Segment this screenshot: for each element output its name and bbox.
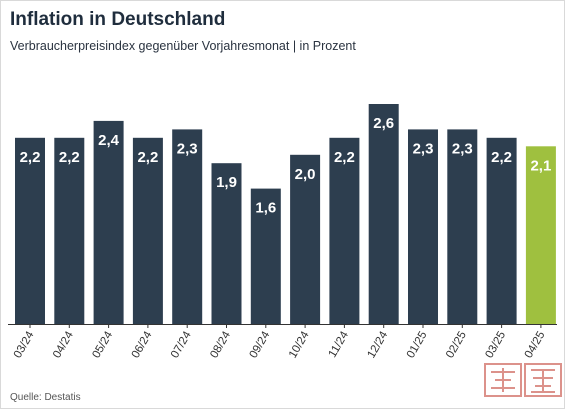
bar-01-25 xyxy=(408,129,438,324)
bar-value-label: 2,3 xyxy=(177,140,198,157)
bar-value-label: 1,6 xyxy=(255,200,276,217)
x-tick-label: 07/24 xyxy=(169,329,194,360)
bar-value-label: 2,2 xyxy=(137,149,158,166)
bar-value-label: 2,3 xyxy=(413,140,434,157)
x-tick-label: 08/24 xyxy=(208,329,233,360)
x-tick-label: 05/24 xyxy=(90,329,115,360)
x-tick-label: 12/24 xyxy=(366,329,391,360)
bar-12-24 xyxy=(368,104,399,324)
x-tick-label: 04/25 xyxy=(523,330,548,361)
x-tick-label: 02/25 xyxy=(444,330,469,361)
seal-watermark-icon xyxy=(484,363,562,397)
bar-11-24 xyxy=(329,137,360,324)
bar-03-25 xyxy=(486,137,517,324)
bar-08-24 xyxy=(211,163,242,324)
x-tick-label: 09/24 xyxy=(248,329,273,360)
bar-value-label: 2,3 xyxy=(452,140,473,157)
bar-04-25 xyxy=(525,146,556,324)
chart-title: Inflation in Deutschland xyxy=(10,9,226,30)
bar-07-24 xyxy=(172,129,203,324)
bar-value-label: 1,9 xyxy=(216,174,237,191)
x-tick-label: 03/24 xyxy=(12,329,37,360)
bar-value-label: 2,1 xyxy=(530,157,551,174)
bar-value-label: 2,0 xyxy=(295,166,316,183)
x-tick-label: 11/24 xyxy=(327,329,352,360)
bar-05-24 xyxy=(93,120,124,325)
x-tick-label: 01/25 xyxy=(405,330,430,361)
bar-value-label: 2,2 xyxy=(20,149,41,166)
bar-06-24 xyxy=(132,137,163,324)
bar-value-label: 2,6 xyxy=(373,115,394,132)
x-tick-label: 03/25 xyxy=(483,329,508,360)
bar-03-24 xyxy=(15,137,45,324)
bar-09-24 xyxy=(250,188,281,324)
x-tick-label: 06/24 xyxy=(130,329,155,360)
bar-04-24 xyxy=(54,137,85,324)
bar-value-label: 2,4 xyxy=(98,132,120,149)
bar-value-label: 2,2 xyxy=(59,149,80,166)
bar-02-25 xyxy=(447,129,478,324)
bar-10-24 xyxy=(290,154,321,324)
x-tick-label: 10/24 xyxy=(287,329,312,360)
source-note: Quelle: Destatis xyxy=(10,392,81,403)
chart-subtitle: Verbraucherpreisindex gegenüber Vorjahre… xyxy=(10,39,356,53)
x-tick-label: 04/24 xyxy=(51,329,76,360)
bar-value-label: 2,2 xyxy=(334,149,355,166)
bar-value-label: 2,2 xyxy=(491,149,512,166)
